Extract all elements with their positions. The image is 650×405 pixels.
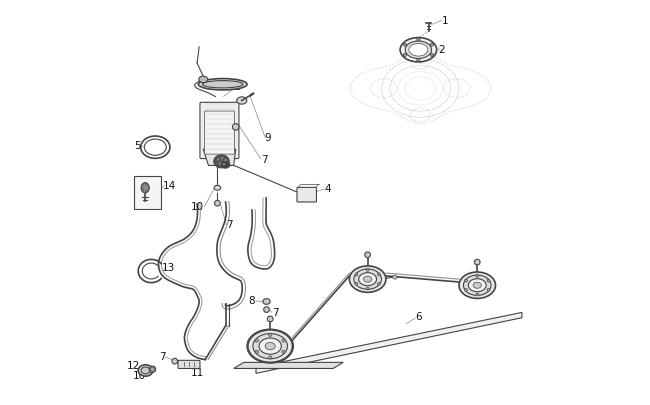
Circle shape xyxy=(417,59,420,62)
Circle shape xyxy=(476,293,478,296)
Ellipse shape xyxy=(221,162,230,169)
Ellipse shape xyxy=(349,266,386,292)
Ellipse shape xyxy=(463,275,491,296)
Circle shape xyxy=(430,44,434,47)
Circle shape xyxy=(224,160,227,162)
Circle shape xyxy=(365,252,370,258)
Ellipse shape xyxy=(138,365,153,376)
Circle shape xyxy=(366,269,369,271)
Text: 7: 7 xyxy=(159,352,166,361)
Circle shape xyxy=(404,44,407,47)
Circle shape xyxy=(476,275,478,278)
Text: 13: 13 xyxy=(162,262,176,272)
Circle shape xyxy=(264,307,269,313)
Circle shape xyxy=(223,164,225,166)
Ellipse shape xyxy=(473,283,481,289)
Circle shape xyxy=(465,289,467,292)
Ellipse shape xyxy=(468,279,486,292)
Text: 5: 5 xyxy=(134,141,141,151)
Circle shape xyxy=(378,273,380,276)
Text: 10: 10 xyxy=(133,371,146,380)
Ellipse shape xyxy=(198,79,247,91)
FancyBboxPatch shape xyxy=(297,188,317,202)
Circle shape xyxy=(172,358,177,364)
Circle shape xyxy=(355,273,358,276)
Circle shape xyxy=(233,124,239,131)
Ellipse shape xyxy=(259,338,281,354)
FancyBboxPatch shape xyxy=(200,103,239,159)
Ellipse shape xyxy=(141,367,150,374)
Ellipse shape xyxy=(459,273,495,299)
Circle shape xyxy=(430,54,434,58)
Circle shape xyxy=(221,158,224,160)
Circle shape xyxy=(417,39,420,42)
Ellipse shape xyxy=(214,186,220,191)
Ellipse shape xyxy=(359,273,376,286)
Circle shape xyxy=(474,260,480,265)
Ellipse shape xyxy=(202,81,243,89)
Circle shape xyxy=(214,201,220,207)
FancyBboxPatch shape xyxy=(134,177,161,210)
FancyBboxPatch shape xyxy=(204,112,235,155)
Circle shape xyxy=(393,275,397,279)
Circle shape xyxy=(404,54,407,58)
Ellipse shape xyxy=(409,44,428,57)
Ellipse shape xyxy=(405,42,432,60)
Circle shape xyxy=(487,289,490,292)
Circle shape xyxy=(150,367,155,371)
Circle shape xyxy=(218,163,221,165)
Circle shape xyxy=(378,283,380,286)
Text: 3: 3 xyxy=(235,82,241,92)
Circle shape xyxy=(267,316,273,322)
Text: 7: 7 xyxy=(272,308,279,318)
Ellipse shape xyxy=(237,98,247,105)
Polygon shape xyxy=(256,313,522,373)
Text: 9: 9 xyxy=(265,133,272,143)
Polygon shape xyxy=(203,150,236,166)
Text: 12: 12 xyxy=(127,360,140,370)
Ellipse shape xyxy=(265,343,275,350)
Text: 4: 4 xyxy=(325,183,332,193)
Circle shape xyxy=(465,279,467,282)
Ellipse shape xyxy=(400,38,437,63)
Circle shape xyxy=(268,356,272,359)
Ellipse shape xyxy=(141,183,150,194)
Circle shape xyxy=(366,288,369,290)
Circle shape xyxy=(282,350,285,354)
Text: 10: 10 xyxy=(190,202,203,211)
Ellipse shape xyxy=(248,330,292,362)
Ellipse shape xyxy=(354,269,382,290)
Ellipse shape xyxy=(199,77,207,83)
Ellipse shape xyxy=(363,277,372,283)
Text: 14: 14 xyxy=(163,180,177,190)
Text: 7: 7 xyxy=(226,220,233,230)
Circle shape xyxy=(255,350,259,354)
Circle shape xyxy=(268,333,272,337)
Circle shape xyxy=(355,283,358,286)
Text: 8: 8 xyxy=(248,296,255,305)
Ellipse shape xyxy=(214,156,229,168)
Circle shape xyxy=(217,159,220,161)
Text: 7: 7 xyxy=(261,155,267,165)
Text: 2: 2 xyxy=(439,45,445,55)
Ellipse shape xyxy=(263,299,270,305)
Text: 1: 1 xyxy=(441,16,448,26)
FancyBboxPatch shape xyxy=(178,360,200,369)
Circle shape xyxy=(255,339,259,342)
Circle shape xyxy=(282,339,285,342)
Circle shape xyxy=(150,366,156,373)
Text: 11: 11 xyxy=(190,367,203,377)
Ellipse shape xyxy=(253,334,287,359)
Text: 6: 6 xyxy=(415,312,422,322)
Polygon shape xyxy=(233,362,343,369)
Circle shape xyxy=(487,279,490,282)
